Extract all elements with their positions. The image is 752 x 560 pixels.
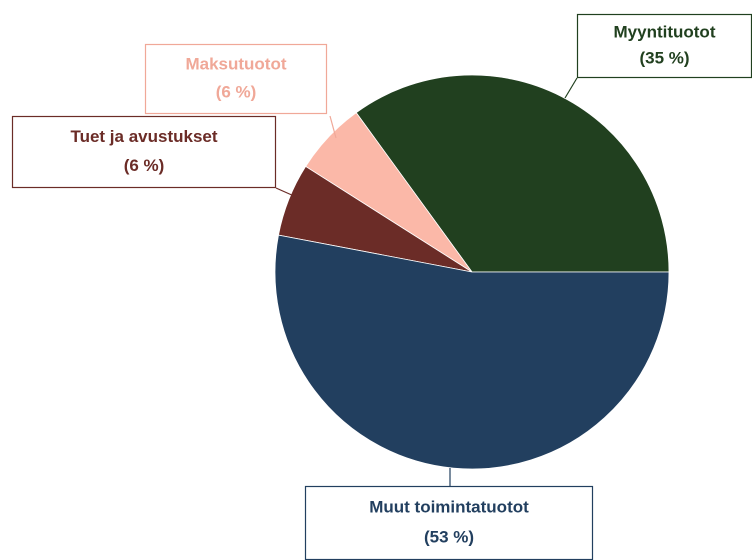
slice-value-label: (35 %) [639,48,689,67]
slice-value-label: (6 %) [124,156,165,175]
leader-line [275,187,295,197]
slice-value-label: (53 %) [424,527,474,546]
slice-value-label: (6 %) [216,82,257,101]
leader-line [564,77,578,99]
label-box [11,115,277,189]
label-box [144,43,328,115]
slice-label: Myyntituotot [614,23,716,42]
leader-line [329,115,337,139]
slice-label: Muut toimintatuotot [369,498,529,517]
pie-slice [274,234,670,470]
slice-label: Tuet ja avustukset [70,127,217,146]
slice-label: Maksutuotot [185,54,286,73]
pie-slice [355,74,670,273]
label-box [304,485,594,560]
